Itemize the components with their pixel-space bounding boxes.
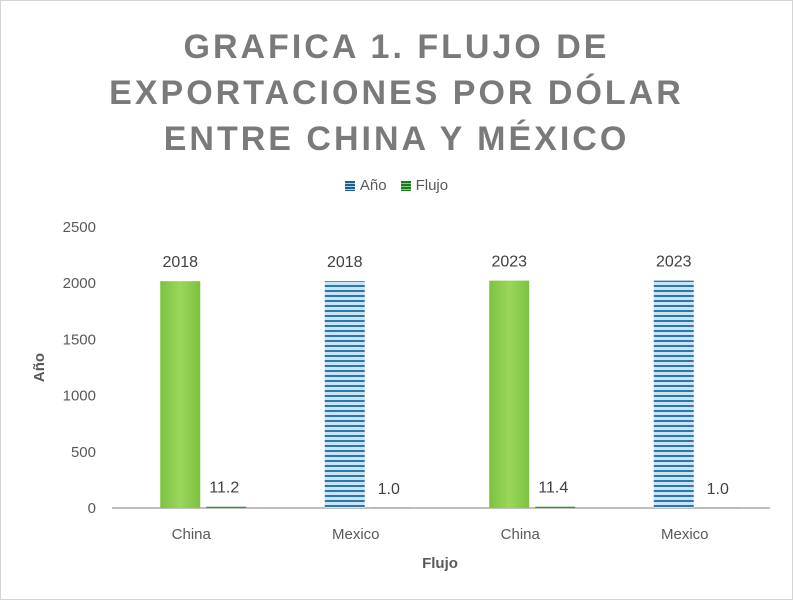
x-tick-label: China [501, 526, 541, 543]
y-tick-label: 2500 [63, 219, 96, 236]
data-label-ano: 2018 [327, 254, 363, 271]
legend-label-ano: Año [359, 177, 387, 194]
x-tick-label: Mexico [332, 526, 380, 543]
y-tick-label: 2000 [63, 275, 96, 292]
y-tick-label: 500 [71, 444, 96, 461]
data-label-ano: 2023 [491, 254, 527, 271]
legend-item-ano: Año [344, 177, 387, 194]
y-tick-label: 0 [88, 500, 96, 517]
y-tick-label: 1500 [63, 331, 96, 348]
legend-swatch-ano [344, 180, 355, 191]
chart-title-line-1: GRAFICA 1. FLUJO DE [183, 28, 610, 66]
chart-title: GRAFICA 1. FLUJO DE EXPORTACIONES POR DÓ… [40, 24, 753, 162]
bar-ano [653, 280, 694, 508]
data-label-flujo: 1.0 [707, 481, 729, 498]
legend-item-flujo: Flujo [400, 177, 449, 194]
bar-flujo [206, 506, 247, 508]
bar-flujo [535, 506, 576, 508]
bar-ano [160, 281, 201, 508]
x-tick-label: China [172, 526, 212, 543]
bar-ano [324, 281, 365, 508]
data-label-ano: 2018 [162, 254, 198, 271]
chart-title-line-2: EXPORTACIONES POR DÓLAR [109, 74, 684, 112]
data-label-ano: 2023 [656, 254, 692, 271]
data-label-flujo: 11.2 [209, 480, 239, 497]
y-axis-title: Año [31, 353, 48, 382]
legend-label-flujo: Flujo [415, 177, 449, 194]
y-tick-label: 1000 [63, 388, 96, 405]
chart-legend: Año Flujo [0, 177, 793, 194]
chart-bars [160, 280, 740, 508]
x-tick-label: Mexico [661, 526, 709, 543]
data-label-flujo: 1.0 [378, 481, 400, 498]
data-label-flujo: 11.4 [538, 480, 568, 497]
bar-ano [489, 280, 530, 508]
chart-labels: 2018 11.2 China 2018 1.0 Mexico 2023 11.4 China 2… [162, 254, 729, 543]
x-axis-title: Flujo [422, 555, 458, 572]
chart-title-line-3: ENTRE CHINA Y MÉXICO [163, 120, 630, 158]
legend-swatch-flujo [400, 180, 411, 191]
